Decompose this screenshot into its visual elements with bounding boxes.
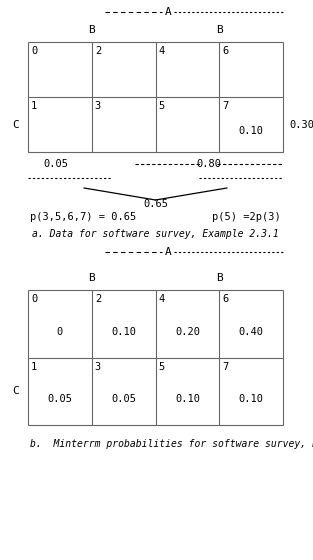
Bar	[28, 42, 283, 152]
Text: 2: 2	[95, 46, 101, 56]
Text: B: B	[88, 273, 95, 283]
Text: 0.40: 0.40	[239, 327, 264, 337]
Text: C: C	[13, 386, 19, 396]
Text: 4: 4	[158, 46, 165, 56]
Text: A: A	[165, 247, 172, 257]
Text: 0.10: 0.10	[175, 394, 200, 404]
Text: 0.20: 0.20	[175, 327, 200, 337]
Text: p(3,5,6,7) = 0.65: p(3,5,6,7) = 0.65	[30, 212, 136, 222]
Text: 0: 0	[57, 327, 63, 337]
Text: 1: 1	[31, 362, 37, 371]
Text: 6: 6	[222, 294, 228, 304]
Text: 4: 4	[158, 294, 165, 304]
Text: 0.65: 0.65	[143, 199, 168, 209]
Text: A: A	[165, 7, 172, 17]
Text: B: B	[88, 25, 95, 35]
Text: 7: 7	[222, 362, 228, 371]
Text: 2: 2	[95, 294, 101, 304]
Text: 0.10: 0.10	[239, 394, 264, 404]
Text: 1: 1	[31, 101, 37, 111]
Text: 0.05: 0.05	[47, 394, 72, 404]
Text: 5: 5	[158, 362, 165, 371]
Text: 0.10: 0.10	[111, 327, 136, 337]
Bar	[28, 290, 283, 425]
Text: b.  Minterrm probabilities for software survey, Example 3.3.1: b. Minterrm probabilities for software s…	[30, 439, 313, 449]
Text: 0.05: 0.05	[43, 159, 68, 169]
Text: B: B	[216, 273, 223, 283]
Text: B: B	[216, 25, 223, 35]
Text: 0.05: 0.05	[111, 394, 136, 404]
Text: 3: 3	[95, 362, 101, 371]
Text: p(5) =2p(3): p(5) =2p(3)	[212, 212, 281, 222]
Text: C: C	[13, 119, 19, 129]
Text: 3: 3	[95, 101, 101, 111]
Text: 0.80: 0.80	[197, 159, 222, 169]
Text: 0: 0	[31, 46, 37, 56]
Text: 0: 0	[31, 294, 37, 304]
Text: 0.30: 0.30	[289, 119, 313, 129]
Text: a. Data for software survey, Example 2.3.1: a. Data for software survey, Example 2.3…	[32, 229, 279, 239]
Text: 0.10: 0.10	[239, 126, 264, 136]
Text: 5: 5	[158, 101, 165, 111]
Text: 6: 6	[222, 46, 228, 56]
Text: 7: 7	[222, 101, 228, 111]
